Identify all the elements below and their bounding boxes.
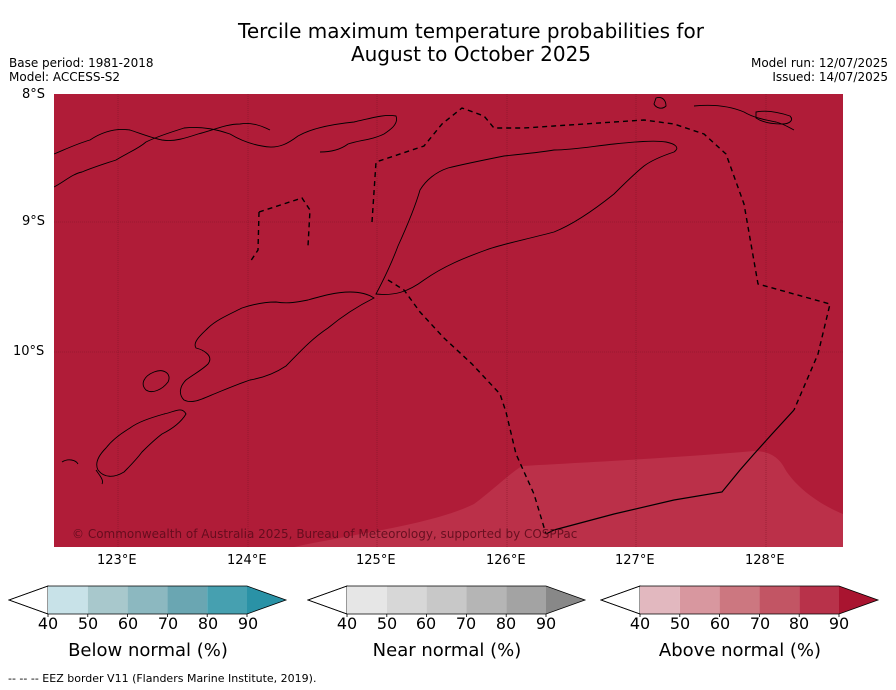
colorbar-0-left-extend <box>7 585 49 615</box>
cb0-tick-40: 40 <box>37 614 59 633</box>
lat-label-8s: 8°S <box>22 87 46 102</box>
cb0-tick-60: 60 <box>117 614 139 633</box>
map-region-above-normal-80 <box>294 451 843 547</box>
colorbar-0-segment-3 <box>167 586 208 614</box>
colorbar-title-near-normal: Near normal (%) <box>372 640 522 661</box>
cb0-tick-90: 90 <box>237 614 259 633</box>
cb2-tick-90: 90 <box>828 614 850 633</box>
cb2-tick-60: 60 <box>709 614 731 633</box>
lon-label-127e: 127°E <box>615 553 655 568</box>
colorbar-1-segment-0 <box>347 586 387 614</box>
lon-label-125e: 125°E <box>356 553 396 568</box>
cb1-tick-50: 50 <box>376 614 398 633</box>
lon-label-128e: 128°E <box>745 553 785 568</box>
colorbar-0-segment-2 <box>127 586 168 614</box>
colorbar-2-segment-4 <box>799 586 839 614</box>
cb1-tick-60: 60 <box>415 614 437 633</box>
colorbar-2-segment-0 <box>640 586 680 614</box>
colorbar-2-left-extend <box>599 585 641 615</box>
map-coastlines <box>54 97 795 485</box>
base-period-text: Base period: 1981-2018 <box>9 56 154 70</box>
colorbar-0-segment-1 <box>87 586 128 614</box>
map-eez-borders <box>249 107 831 535</box>
colorbar-0-segment-4 <box>207 586 247 614</box>
colorbar-2-right-extend <box>839 586 878 614</box>
lat-label-9s: 9°S <box>22 214 46 229</box>
colorbar-2-segment-1 <box>679 586 720 614</box>
eez-footer-note: -- -- -- EEZ border V11 (Flanders Marine… <box>8 672 317 685</box>
cb2-tick-40: 40 <box>629 614 651 633</box>
cb0-tick-70: 70 <box>157 614 179 633</box>
map-maritime-boundary <box>545 409 795 535</box>
cb0-tick-80: 80 <box>197 614 219 633</box>
colorbar-title-above-normal: Above normal (%) <box>658 640 822 661</box>
cb1-tick-40: 40 <box>336 614 358 633</box>
lon-label-124e: 124°E <box>227 553 267 568</box>
cb1-tick-70: 70 <box>455 614 477 633</box>
map-gridlines <box>54 94 843 547</box>
lon-label-123e: 123°E <box>97 553 137 568</box>
colorbar-2-segment-2 <box>719 586 760 614</box>
colorbar-1-segment-1 <box>386 586 427 614</box>
lat-label-10s: 10°S <box>13 344 45 359</box>
cb0-tick-50: 50 <box>77 614 99 633</box>
map-copyright-text: © Commonwealth of Australia 2025, Bureau… <box>72 527 577 541</box>
model-text: Model: ACCESS-S2 <box>9 70 121 84</box>
colorbar-1-right-extend <box>546 586 585 614</box>
chart-title-line2: August to October 2025 <box>350 42 592 66</box>
colorbar-above-normal <box>599 585 880 617</box>
cb2-tick-80: 80 <box>788 614 810 633</box>
colorbar-near-normal <box>306 585 587 617</box>
cb1-tick-90: 90 <box>535 614 557 633</box>
colorbar-below-normal <box>7 585 288 617</box>
cb2-tick-50: 50 <box>669 614 691 633</box>
colorbar-0-segment-0 <box>48 586 88 614</box>
colorbar-1-segment-3 <box>466 586 507 614</box>
cb1-tick-80: 80 <box>495 614 517 633</box>
cb2-tick-70: 70 <box>749 614 771 633</box>
colorbar-1-segment-4 <box>506 586 546 614</box>
colorbar-2-segment-3 <box>759 586 800 614</box>
colorbar-0-right-extend <box>247 586 286 614</box>
colorbar-1-left-extend <box>306 585 348 615</box>
lon-label-126e: 126°E <box>486 553 526 568</box>
map-panel: © Commonwealth of Australia 2025, Bureau… <box>54 94 843 547</box>
chart-title-line1: Tercile maximum temperature probabilitie… <box>238 19 704 43</box>
colorbar-1-segment-2 <box>426 586 467 614</box>
colorbar-title-below-normal: Below normal (%) <box>68 640 228 661</box>
model-run-text: Model run: 12/07/2025 <box>750 56 888 70</box>
issued-text: Issued: 14/07/2025 <box>772 70 888 84</box>
colorbars <box>7 585 880 617</box>
